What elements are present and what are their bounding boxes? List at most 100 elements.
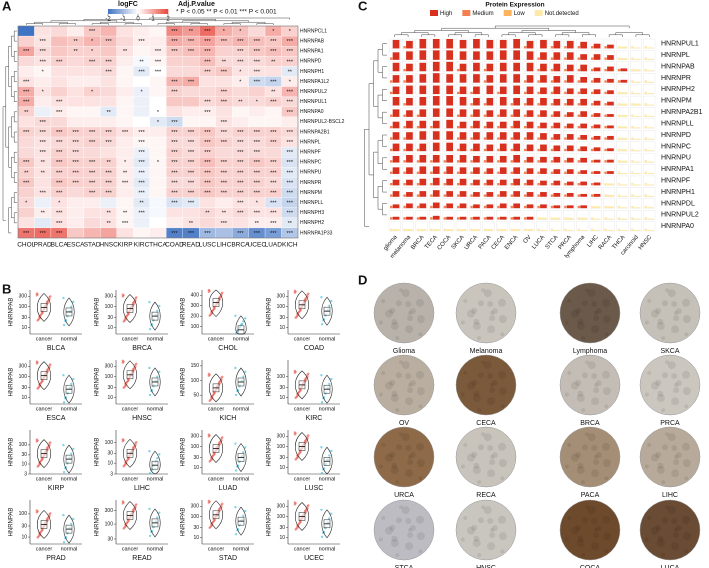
expression-bar-minor xyxy=(604,171,607,174)
tissue-texture xyxy=(407,532,414,539)
expression-bar-minor xyxy=(550,103,554,106)
expression-bar xyxy=(620,115,628,117)
jitter-point xyxy=(330,449,333,453)
expression-bar-minor xyxy=(644,137,648,140)
significance: *** xyxy=(39,231,46,237)
jitter-point xyxy=(41,379,44,383)
y-tick-label: 100 xyxy=(105,440,114,446)
violin xyxy=(63,514,75,544)
jitter-point xyxy=(320,295,323,299)
significance: *** xyxy=(221,120,228,126)
significance: *** xyxy=(254,180,261,186)
tissue-texture xyxy=(577,462,584,469)
heatmap-cell xyxy=(100,25,117,37)
column-label: LUSC xyxy=(199,242,217,249)
expression-bar xyxy=(446,191,453,197)
expression-bar xyxy=(607,66,614,72)
heatmap-cell xyxy=(116,197,134,208)
heatmap-cell xyxy=(215,146,233,158)
expression-bar-minor xyxy=(390,80,393,83)
dendrogram xyxy=(421,34,436,37)
tissue-texture xyxy=(581,408,586,413)
tissue-texture xyxy=(661,480,666,485)
tissue-texture xyxy=(481,505,486,510)
jitter-point xyxy=(320,535,324,539)
tissue-texture xyxy=(498,370,507,379)
heatmap-cell xyxy=(166,207,183,218)
significance: *** xyxy=(188,39,195,45)
row-label: HNRNPL xyxy=(300,139,321,145)
image-label: HNSC xyxy=(476,565,496,568)
tissue-texture xyxy=(576,539,585,548)
expression-bar-minor xyxy=(430,228,433,231)
tissue-texture xyxy=(477,480,482,485)
expression-bar xyxy=(419,178,427,186)
dendrogram xyxy=(377,140,383,164)
significance: *** xyxy=(237,191,244,197)
heatmap-cell xyxy=(116,106,134,118)
violin xyxy=(36,361,52,390)
expression-bar xyxy=(432,166,440,174)
expression-bar xyxy=(499,39,507,49)
tissue-texture xyxy=(593,459,600,466)
heatmap-cell xyxy=(50,66,68,77)
jitter-point xyxy=(320,508,323,512)
tissue-texture xyxy=(661,517,668,524)
expression-bar xyxy=(406,155,413,163)
legend-swatch xyxy=(503,10,512,16)
tissue-texture xyxy=(684,332,689,337)
expression-bar-minor xyxy=(604,57,607,60)
expression-bar-minor xyxy=(617,137,621,140)
significance: *** xyxy=(188,140,195,146)
x-tick-label: cancer xyxy=(36,336,53,342)
y-tick-label: 300 xyxy=(277,434,286,440)
expression-bar-minor xyxy=(617,228,621,231)
expression-bar xyxy=(553,111,561,117)
expression-bar-minor xyxy=(497,148,500,152)
jitter-point xyxy=(221,436,224,439)
significance: *** xyxy=(56,100,63,106)
expression-bar-minor xyxy=(577,114,581,117)
heatmap-cell xyxy=(50,46,68,57)
tissue-texture xyxy=(671,325,680,334)
tissue-texture xyxy=(405,300,412,307)
expression-bar-minor xyxy=(550,194,554,197)
heatmap-cell xyxy=(83,116,101,128)
significance: *** xyxy=(221,170,228,176)
expression-bar xyxy=(526,97,534,106)
dendrogram xyxy=(377,94,383,119)
row-label: HNRNPA1 xyxy=(300,49,324,55)
tissue-texture xyxy=(489,459,496,466)
tissue-texture xyxy=(385,453,394,462)
tissue-texture xyxy=(395,444,402,451)
expression-bar xyxy=(526,216,534,220)
significance: *** xyxy=(287,140,294,146)
jitter-point xyxy=(242,514,245,518)
expression-bar xyxy=(459,203,467,209)
significance: *** xyxy=(221,39,228,45)
expression-bar-minor xyxy=(577,103,581,106)
expression-bar-minor xyxy=(550,171,554,174)
jitter-point xyxy=(158,453,161,456)
expression-bar xyxy=(446,85,453,95)
tissue-texture xyxy=(567,515,572,520)
expression-bar-minor xyxy=(483,103,487,106)
significance: *** xyxy=(204,29,211,35)
expression-bar xyxy=(499,97,507,106)
tissue-texture xyxy=(656,394,665,403)
jitter-point xyxy=(299,388,302,392)
significance: *** xyxy=(188,231,195,237)
jitter-point xyxy=(328,517,331,520)
tissue-texture xyxy=(500,549,505,554)
colorbar-step xyxy=(160,9,163,14)
expression-bar-minor xyxy=(604,103,607,106)
tissue-texture xyxy=(657,462,664,469)
expression-bar xyxy=(620,230,628,231)
expression-bar xyxy=(540,87,547,95)
significance: *** xyxy=(188,49,195,55)
tissue-texture xyxy=(657,535,664,542)
expression-bar xyxy=(566,98,574,106)
dendrogram xyxy=(13,212,17,224)
significance: *** xyxy=(204,170,211,176)
violin xyxy=(208,289,224,317)
